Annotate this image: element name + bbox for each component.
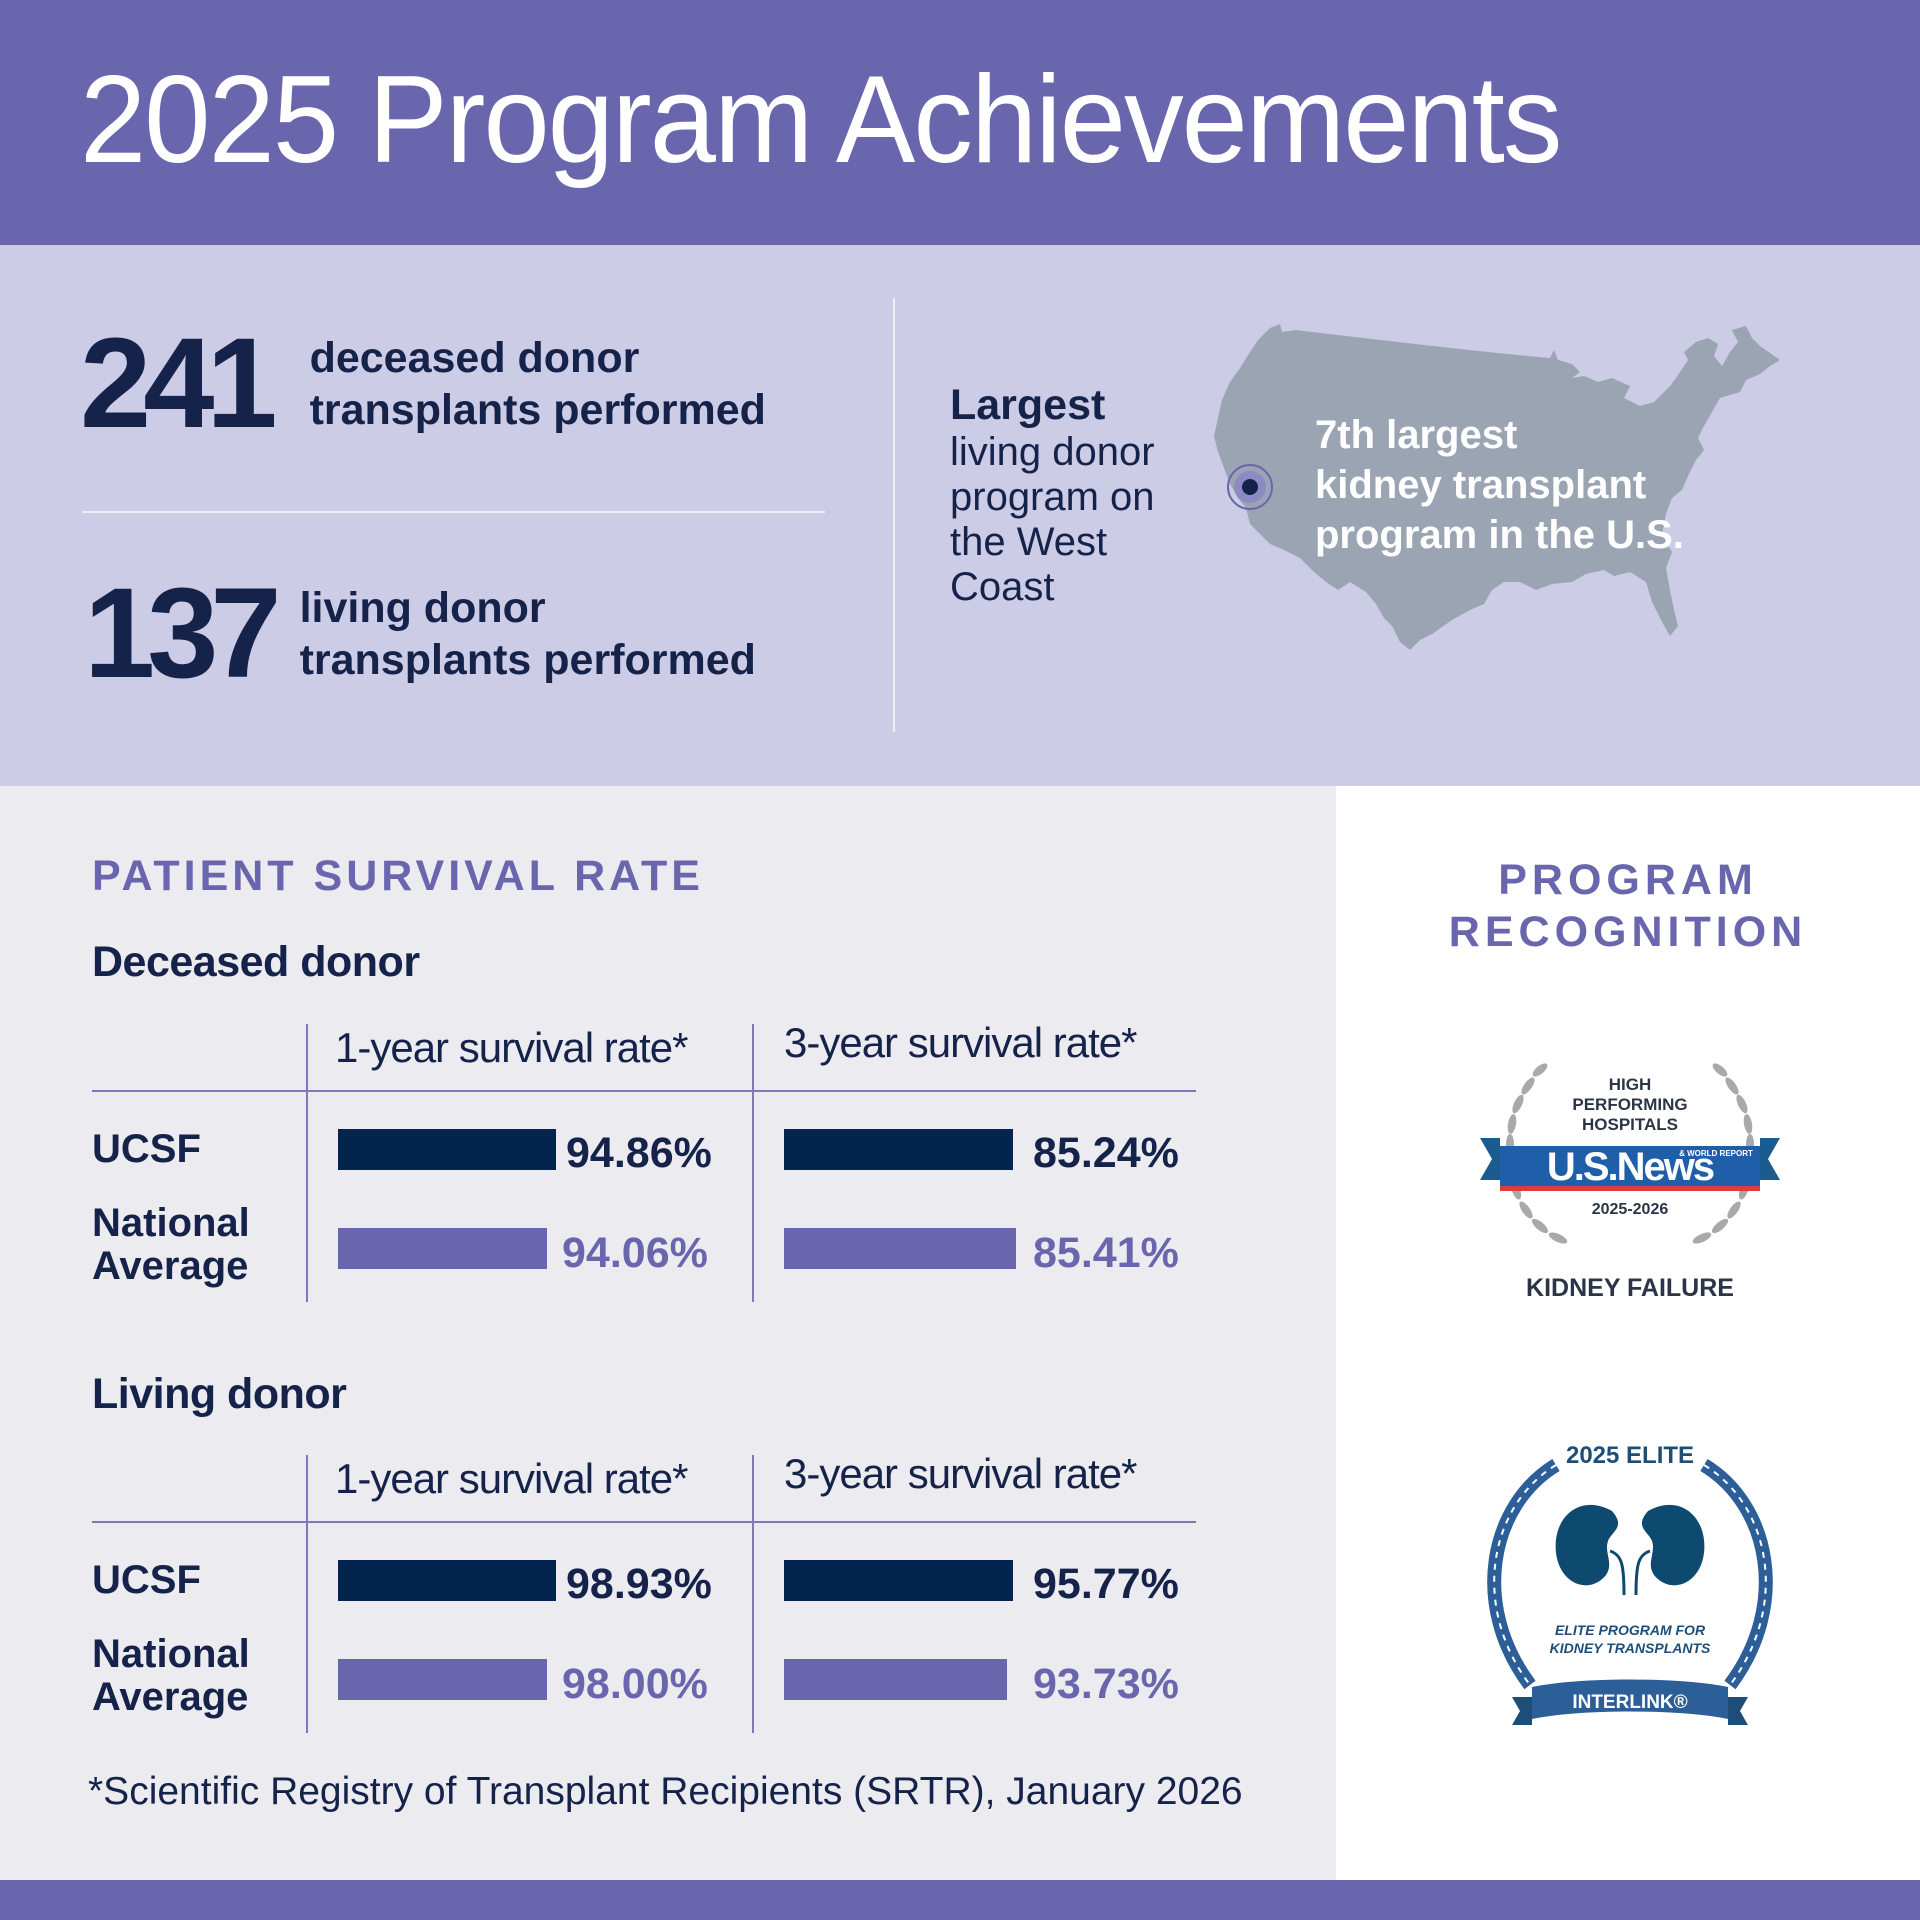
section-title-survival: PATIENT SURVIVAL RATE [92,852,704,900]
column-divider [752,1455,754,1733]
svg-text:2025 ELITE: 2025 ELITE [1566,1442,1694,1469]
value-ucsf-1yr: 94.86% [566,1129,712,1177]
survival-panel [0,786,1336,1880]
bar-national-1yr [338,1659,547,1700]
svg-text:U.S.News: U.S.News [1547,1145,1714,1189]
stats-vertical-divider [893,298,895,732]
bar-ucsf-3yr [784,1129,1013,1170]
header-rule [92,1521,1196,1523]
bar-national-3yr [784,1659,1007,1700]
column-header: 3-year survival rate* [784,1450,1137,1497]
map-callout-text: 7th largest kidney transplant program in… [1315,413,1684,557]
stat-description: deceased donor transplants performed [309,334,766,434]
svg-text:HOSPITALS: HOSPITALS [1582,1115,1678,1134]
group-title-deceased: Deceased donor [92,938,420,986]
location-pin-icon [1227,464,1273,510]
footer-bar [0,1880,1920,1920]
group-title-living: Living donor [92,1370,347,1418]
row-label-national-average: National Average [92,1632,250,1719]
bar-national-3yr [784,1228,1016,1269]
page-title: 2025 Program Achievements [80,51,1562,189]
kidney-icon [1555,1504,1705,1586]
column-header: 1-year survival rate* [335,1455,688,1502]
stat-living-donor: 137 living donor transplants performed [84,570,756,698]
row-label-ucsf: UCSF [92,1127,201,1171]
column-divider [752,1024,754,1302]
footnote: *Scientific Registry of Transplant Recip… [88,1770,1243,1813]
svg-text:KIDNEY TRANSPLANTS: KIDNEY TRANSPLANTS [1550,1640,1711,1656]
column-header: 1-year survival rate* [335,1024,688,1071]
column-divider [306,1024,308,1302]
bar-ucsf-1yr [338,1129,556,1170]
value-ucsf-1yr: 98.93% [566,1560,712,1608]
stat-number: 137 [84,562,282,705]
header-rule [92,1090,1196,1092]
usnews-badge-icon: HIGH PERFORMING HOSPITALS U.S.News & WOR… [1480,1063,1780,1302]
bar-national-1yr [338,1228,547,1269]
svg-text:& WORLD REPORT: & WORLD REPORT [1679,1149,1753,1158]
svg-text:HIGH: HIGH [1609,1075,1652,1094]
svg-text:2025-2026: 2025-2026 [1592,1201,1669,1218]
us-map-icon [1214,324,1780,650]
west-coast-callout: Largest living donor program on the West… [950,381,1155,609]
value-national-3yr: 85.41% [1033,1229,1179,1277]
svg-text:KIDNEY FAILURE: KIDNEY FAILURE [1526,1274,1734,1302]
stats-divider [82,511,825,513]
stat-description: living donor transplants performed [299,584,756,684]
column-divider [306,1455,308,1733]
stat-deceased-donor: 241 deceased donor transplants performed [80,320,766,448]
bar-ucsf-1yr [338,1560,556,1601]
bar-ucsf-3yr [784,1560,1013,1601]
row-label-national-average: National Average [92,1201,250,1288]
header-banner: 2025 Program Achievements [0,0,1920,245]
svg-text:INTERLINK®: INTERLINK® [1572,1692,1687,1713]
stat-number: 241 [80,312,278,455]
value-national-1yr: 98.00% [562,1660,708,1708]
section-title-recognition: PROGRAM RECOGNITION [1448,856,1808,956]
value-ucsf-3yr: 95.77% [1033,1560,1179,1608]
value-national-3yr: 93.73% [1033,1660,1179,1708]
svg-text:ELITE PROGRAM FOR: ELITE PROGRAM FOR [1555,1622,1706,1638]
column-header: 3-year survival rate* [784,1019,1137,1066]
interlink-elite-badge-icon: 2025 ELITE ELITE PROGRAM FOR KIDNEY TRAN… [1487,1442,1773,1725]
svg-text:PERFORMING: PERFORMING [1572,1095,1687,1114]
survival-table-living: 1-year survival rate* 3-year survival ra… [92,1450,1196,1737]
row-label-ucsf: UCSF [92,1558,201,1602]
survival-table-deceased: 1-year survival rate* 3-year survival ra… [92,1019,1196,1306]
value-national-1yr: 94.06% [562,1229,708,1277]
value-ucsf-3yr: 85.24% [1033,1129,1179,1177]
